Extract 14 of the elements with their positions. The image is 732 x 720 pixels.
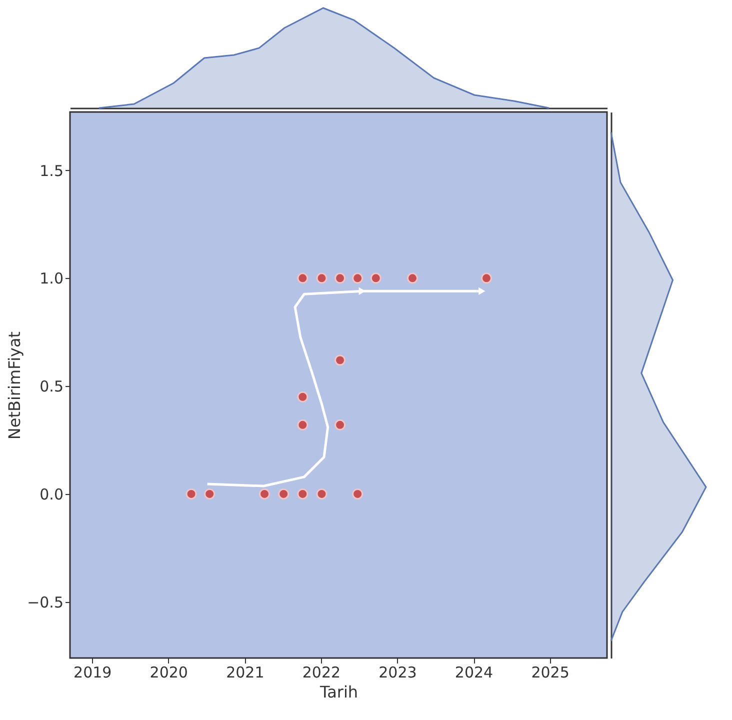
y-tick-label: −0.5	[27, 593, 64, 612]
x-tick-label: 2020	[150, 664, 188, 682]
y-axis-title: NetBirimFiyat	[5, 331, 24, 440]
x-axis-title: Tarih	[318, 682, 358, 702]
y-tick-label: 0.0	[40, 485, 64, 504]
y-tick-label: 1.0	[40, 270, 64, 288]
y-tick-label: 0.5	[40, 378, 64, 396]
y-tick-label: 1.5	[40, 162, 64, 180]
x-tick-label: 2023	[378, 664, 417, 682]
x-tick-label: 2022	[302, 664, 341, 682]
x-tick-label: 2025	[531, 664, 570, 682]
x-tick-label: 2024	[454, 664, 494, 682]
x-tick-label: 2021	[226, 664, 264, 682]
x-tick-label: 2019	[74, 664, 112, 682]
